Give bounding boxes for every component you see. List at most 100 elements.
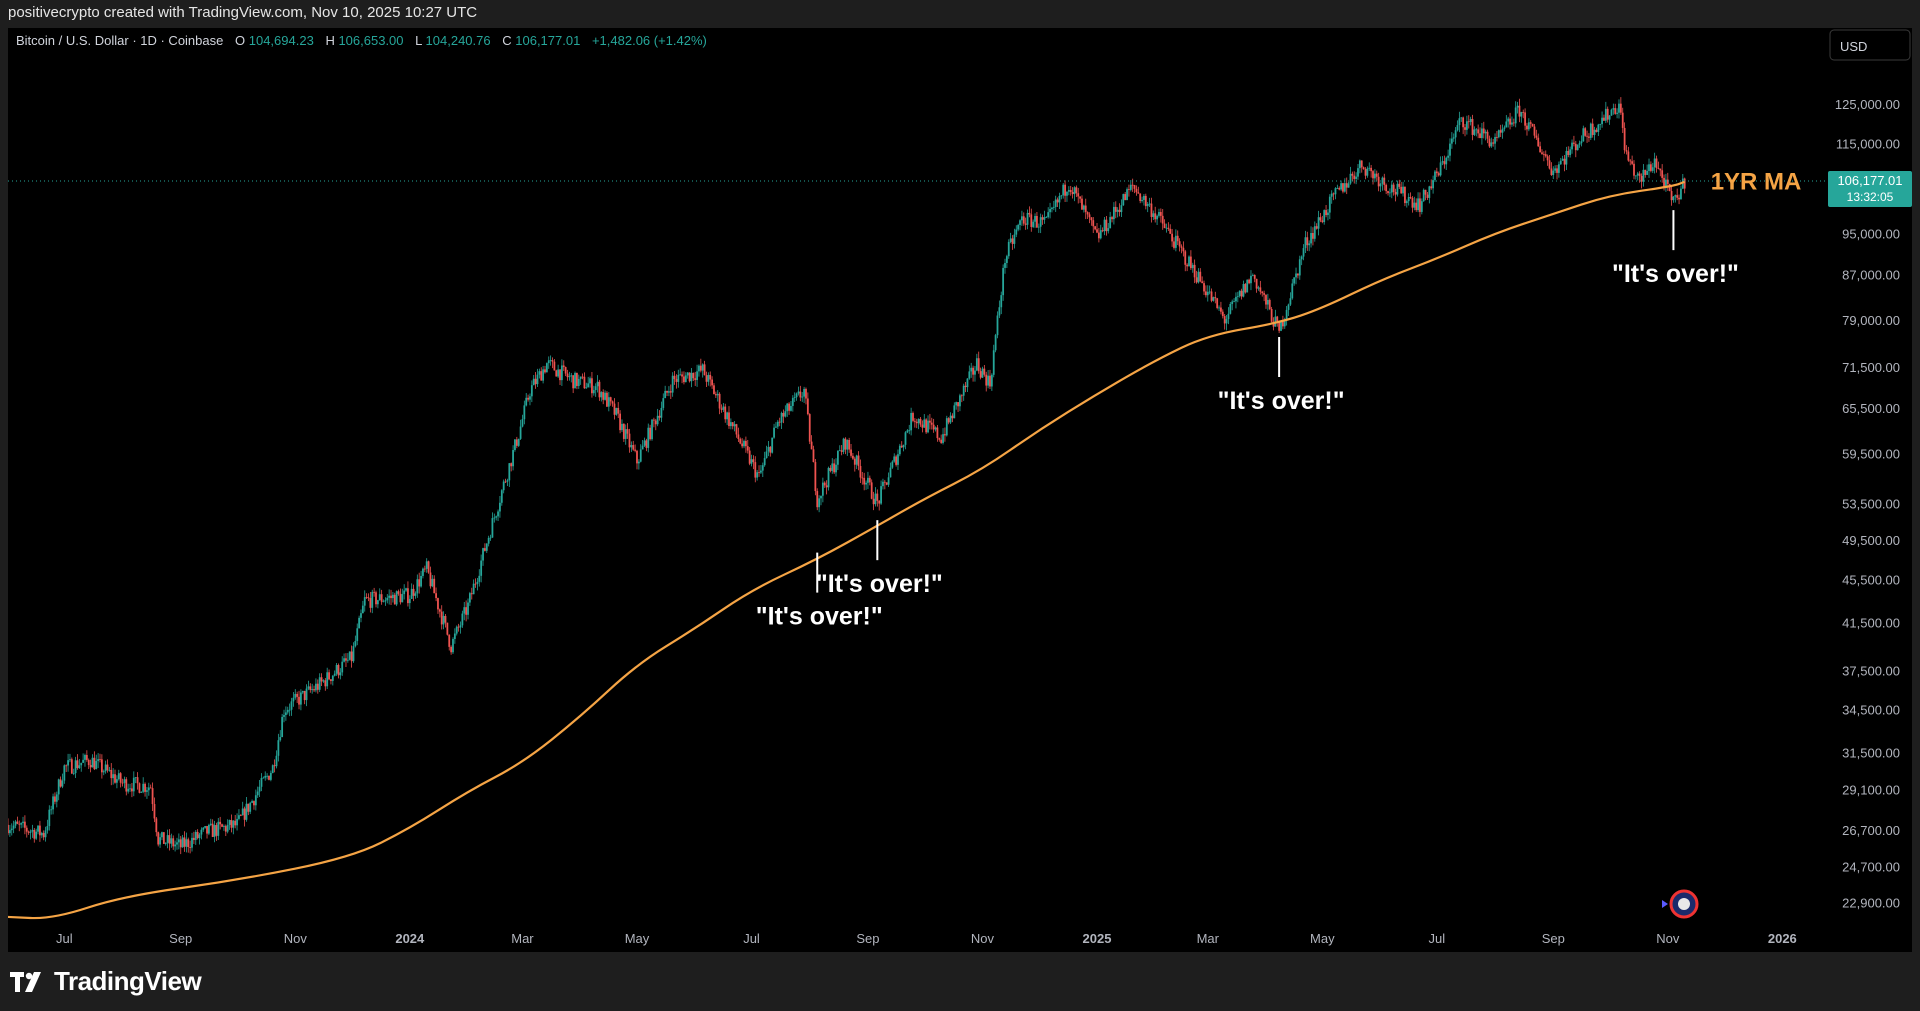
time-axis[interactable]: Jul Sep Nov 2024 Mar May Jul Sep Nov 2025 Mar May Ju… <box>56 931 1797 946</box>
candle-body <box>254 795 257 806</box>
candle-body <box>435 593 437 599</box>
candle-body <box>1037 226 1040 228</box>
candle-body <box>1197 271 1200 283</box>
candle-body <box>756 472 759 478</box>
candle-body <box>399 593 402 603</box>
candle-body <box>333 673 336 676</box>
candle-body <box>1319 217 1322 221</box>
candle-body <box>331 675 334 681</box>
candle-body <box>1411 198 1414 208</box>
candle-body <box>1152 213 1155 217</box>
candle-body <box>14 821 17 826</box>
candle-body <box>191 837 193 848</box>
candle-body <box>1013 234 1016 244</box>
candle-body <box>1205 291 1207 296</box>
candle-body <box>70 759 73 774</box>
candle-body <box>1174 235 1177 248</box>
candle-body <box>269 772 272 780</box>
candle-body <box>134 777 137 779</box>
candle-body <box>52 796 54 810</box>
candle-body <box>1576 144 1579 151</box>
candle-body <box>266 775 269 777</box>
flag-icon[interactable] <box>1662 889 1699 919</box>
candle-body <box>1676 195 1679 198</box>
candle-body <box>758 472 760 474</box>
candle-body <box>422 568 424 576</box>
candle-body <box>384 600 387 602</box>
ma-label: 1YR MA <box>1711 169 1802 196</box>
candle-body <box>311 689 314 691</box>
candle-body <box>243 808 246 820</box>
candle-body <box>1195 277 1198 283</box>
candle-body <box>1573 142 1575 144</box>
price-axis[interactable]: 125,000.00 115,000.00 95,000.00 87,000.00 79… <box>1835 97 1900 910</box>
price-chart[interactable]: "It's over!" "It's over!" "It's over!" "It'… <box>8 28 1912 952</box>
candle-body <box>1096 229 1098 233</box>
candle-body <box>838 450 841 452</box>
candle-body <box>1304 237 1307 249</box>
candle-body <box>1073 187 1076 195</box>
candle-body <box>647 427 650 448</box>
candle-body <box>1154 213 1157 220</box>
candle-body <box>714 394 717 396</box>
candle-body <box>1103 219 1106 232</box>
candle-body <box>748 450 751 464</box>
candle-body <box>1287 304 1290 310</box>
candle-body <box>775 426 777 428</box>
candle-body <box>867 477 869 483</box>
candle-body <box>1503 127 1506 129</box>
candle-body <box>89 765 92 768</box>
candle-body <box>80 762 83 766</box>
candle-body <box>666 390 668 393</box>
candle-body <box>698 365 700 372</box>
candle-body <box>1317 217 1320 229</box>
candle-body <box>412 588 415 596</box>
candle-body <box>1137 192 1140 194</box>
candle-body <box>919 418 922 425</box>
candle-body <box>882 481 884 487</box>
candle-body <box>559 369 561 381</box>
candle-body <box>50 809 53 811</box>
candle-body <box>1088 214 1091 218</box>
candle-body <box>1143 195 1145 200</box>
x-tick-label: Sep <box>169 931 192 946</box>
candle-body <box>1004 262 1006 268</box>
candle-body <box>544 369 546 373</box>
candle-body <box>1208 291 1211 293</box>
candle-body <box>275 755 278 767</box>
candle-body <box>253 801 255 806</box>
candle-body <box>82 759 85 763</box>
chart-area[interactable]: "It's over!" "It's over!" "It's over!" "It'… <box>8 28 1912 952</box>
candle-body <box>744 440 747 447</box>
candle-body <box>852 455 854 459</box>
candle-body <box>213 825 216 837</box>
x-tick-label: Sep <box>856 931 879 946</box>
candle-body <box>284 712 287 716</box>
candle-body <box>55 794 58 802</box>
candle-body <box>895 456 898 465</box>
candle-body <box>1405 201 1408 204</box>
tradingview-logo[interactable]: TradingView <box>10 966 202 997</box>
candle-body <box>686 372 689 376</box>
candle-body <box>228 820 231 825</box>
candle-body <box>990 374 993 387</box>
candle-body <box>1291 283 1294 299</box>
candle-body <box>1569 149 1572 155</box>
candle-body <box>688 372 691 382</box>
candle-body <box>1413 202 1416 208</box>
candle-body <box>200 829 203 835</box>
candle-body <box>358 617 361 629</box>
candle-body <box>491 518 494 538</box>
candle-body <box>12 825 15 829</box>
candle-body <box>388 595 391 598</box>
candle-body <box>525 397 528 406</box>
candle-body <box>455 626 458 634</box>
candle-body <box>771 437 774 453</box>
candle-body <box>801 396 804 398</box>
candle-body <box>1342 183 1344 192</box>
candle-body <box>1437 173 1440 176</box>
candle-body <box>337 664 340 676</box>
candle-body <box>1458 118 1461 126</box>
currency-button[interactable]: USD <box>1829 29 1911 61</box>
candle-body <box>1571 142 1573 150</box>
